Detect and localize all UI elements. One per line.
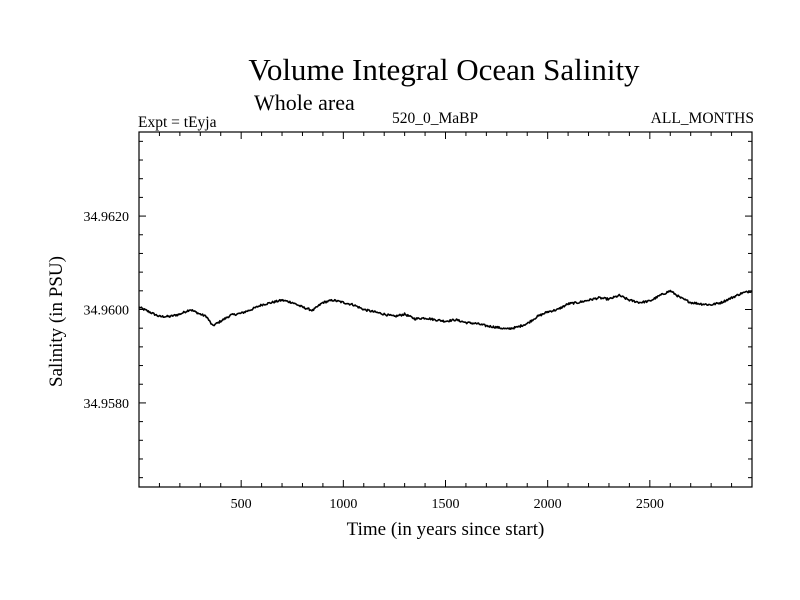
- x-tick-label: 2000: [534, 497, 562, 512]
- y-tick-label: 34.9620: [84, 210, 130, 225]
- x-tick-label: 2500: [636, 497, 664, 512]
- plot-frame: [138, 131, 753, 488]
- x-tick-label: 1500: [432, 497, 460, 512]
- x-tick-label: 1000: [329, 497, 357, 512]
- x-tick-label: 500: [231, 497, 252, 512]
- x-axis-title: Time (in years since start): [347, 519, 545, 540]
- period-label: 520_0_MaBP: [392, 110, 479, 127]
- y-tick-label: 34.9580: [84, 397, 130, 412]
- experiment-label: Expt = tEyja: [138, 114, 217, 131]
- months-label: ALL_MONTHS: [650, 110, 754, 127]
- y-axis-title: Salinity (in PSU): [46, 256, 67, 387]
- chart-subtitle: Whole area: [254, 90, 355, 115]
- salinity-series-line: [138, 289, 753, 330]
- chart-title: Volume Integral Ocean Salinity: [248, 52, 640, 87]
- y-tick-label: 34.9600: [84, 304, 130, 319]
